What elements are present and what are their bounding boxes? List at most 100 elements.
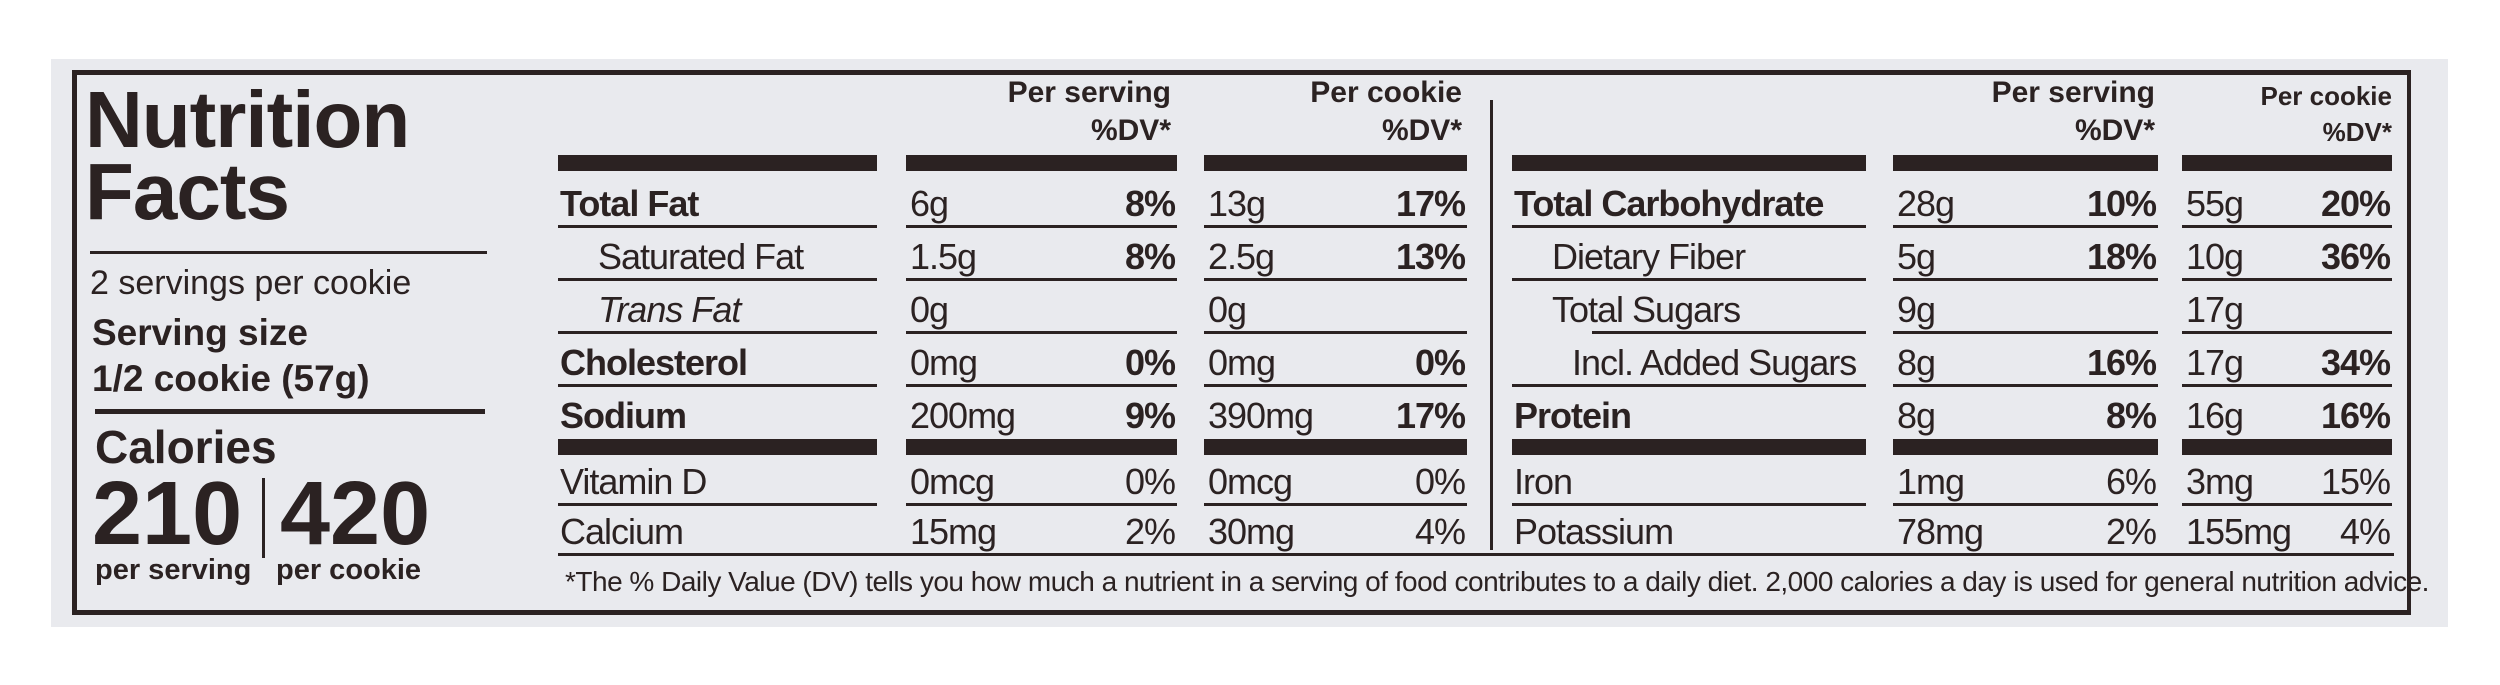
header-text: %DV* [1090, 114, 1171, 147]
nutrient-name: Incl. Added Sugars [1512, 337, 1866, 387]
serving-daily-value: 2% [1124, 511, 1176, 552]
serving-amount: 28g [1897, 183, 1955, 224]
nutrient-name: Iron [1512, 456, 1866, 506]
serving-amount: 6g [910, 183, 949, 224]
serving-size-label: Serving size [92, 312, 308, 353]
serving-cell: 0mg 0% [906, 337, 1177, 387]
per-serving-caption: per serving [95, 554, 252, 586]
header-text: Per serving [1007, 76, 1171, 109]
serving-amount: 78mg [1897, 511, 1984, 552]
cookie-amount: 30mg [1208, 511, 1295, 552]
calories-label: Calories [95, 421, 277, 473]
cookie-daily-value: 20% [2320, 183, 2391, 224]
table-bottom-rule [558, 553, 2394, 556]
cookie-amount: 17g [2186, 289, 2244, 330]
serving-daily-value: 0% [1124, 342, 1176, 383]
thick-rule [1512, 155, 1866, 171]
cookie-daily-value: 0% [1414, 342, 1466, 383]
serving-amount: 9g [1897, 289, 1936, 330]
cookie-amount: 17g [2186, 342, 2244, 383]
thick-rule [2182, 439, 2392, 455]
cookie-cell: 3mg 15% [2182, 456, 2392, 506]
header-right-serving: Per serving %DV* [1893, 74, 2155, 150]
serving-daily-value: 6% [2105, 461, 2157, 502]
serving-cell: 1mg 6% [1893, 456, 2158, 506]
header-text: Per serving [1991, 76, 2155, 109]
nutrient-name: Sodium [560, 395, 687, 436]
header-text: %DV* [2322, 117, 2392, 147]
nutrient-name: Total Fat [558, 178, 877, 228]
thick-rule [1893, 439, 2158, 455]
cookie-daily-value: 4% [1414, 511, 1466, 552]
cookie-cell: 17g [2182, 284, 2392, 334]
thick-rule [1204, 155, 1467, 171]
cookie-cell: 0g [1204, 284, 1467, 334]
nutrient-name: Calcium [560, 511, 684, 552]
label-title: Nutrition Facts [85, 80, 410, 236]
serving-daily-value: 18% [2086, 236, 2157, 277]
cookie-amount: 0mcg [1208, 461, 1293, 502]
serving-amount: 0mg [910, 342, 978, 383]
nutrition-label-border [72, 70, 2411, 615]
serving-amount: 0g [910, 289, 949, 330]
cookie-cell: 155mg 4% [2182, 506, 2392, 556]
serving-cell: 9g [1893, 284, 2158, 334]
divider [95, 409, 485, 414]
cookie-cell: 10g 36% [2182, 231, 2392, 281]
thick-rule [2182, 155, 2392, 171]
cookie-cell: 30mg 4% [1204, 506, 1467, 556]
nutrient-name: Vitamin D [558, 456, 877, 506]
cookie-daily-value: 34% [2320, 342, 2391, 383]
cookie-amount: 3mg [2186, 461, 2254, 502]
title-line-2: Facts [85, 147, 290, 236]
cookie-daily-value: 17% [1395, 395, 1466, 436]
serving-amount: 200mg [910, 395, 1016, 436]
serving-cell: 8g 8% [1893, 390, 2158, 440]
header-text: Per cookie [1310, 76, 1462, 109]
cookie-amount: 0mg [1208, 342, 1276, 383]
cookie-cell: 16g 16% [2182, 390, 2392, 440]
header-left-serving: Per serving %DV* [906, 74, 1171, 150]
serving-cell: 28g 10% [1893, 178, 2158, 228]
serving-size-value: 1/2 cookie (57g) [92, 358, 370, 399]
cookie-cell: 0mg 0% [1204, 337, 1467, 387]
serving-cell: 15mg 2% [906, 506, 1177, 556]
calories-per-cookie: 420 [280, 464, 431, 564]
serving-amount: 15mg [910, 511, 997, 552]
thick-rule [1512, 439, 1866, 455]
cookie-amount: 13g [1208, 183, 1266, 224]
serving-daily-value: 16% [2086, 342, 2157, 383]
cookie-cell: 17g 34% [2182, 337, 2392, 387]
serving-cell: 6g 8% [906, 178, 1177, 228]
cookie-cell: 2.5g 13% [1204, 231, 1467, 281]
serving-cell: 0mcg 0% [906, 456, 1177, 506]
cookie-amount: 10g [2186, 236, 2244, 277]
cookie-daily-value: 13% [1395, 236, 1466, 277]
cookie-daily-value: 0% [1414, 461, 1466, 502]
nutrient-name: Saturated Fat [558, 231, 877, 281]
row-rule [1592, 331, 1866, 334]
serving-cell: 1.5g 8% [906, 231, 1177, 281]
serving-cell: 200mg 9% [906, 390, 1177, 440]
header-text: %DV* [2074, 114, 2155, 147]
header-left-cookie: Per cookie %DV* [1204, 74, 1462, 150]
nutrient-name: Potassium [1514, 511, 1674, 552]
serving-amount: 0mcg [910, 461, 995, 502]
serving-cell: 78mg 2% [1893, 506, 2158, 556]
thick-rule [906, 155, 1177, 171]
nutrient-name: Dietary Fiber [1512, 231, 1866, 281]
serving-amount: 5g [1897, 236, 1936, 277]
cookie-cell: 390mg 17% [1204, 390, 1467, 440]
cookie-cell: 0mcg 0% [1204, 456, 1467, 506]
table-vertical-divider [1490, 100, 1493, 550]
cookie-amount: 55g [2186, 183, 2244, 224]
cookie-cell: 55g 20% [2182, 178, 2392, 228]
cookie-cell: 13g 17% [1204, 178, 1467, 228]
serving-cell: 0g [906, 284, 1177, 334]
serving-daily-value: 8% [2105, 395, 2157, 436]
serving-amount: 8g [1897, 342, 1936, 383]
per-cookie-caption: per cookie [276, 554, 422, 586]
thick-rule [558, 155, 877, 171]
header-text: Per cookie [2260, 81, 2392, 111]
label-background [51, 59, 2448, 627]
